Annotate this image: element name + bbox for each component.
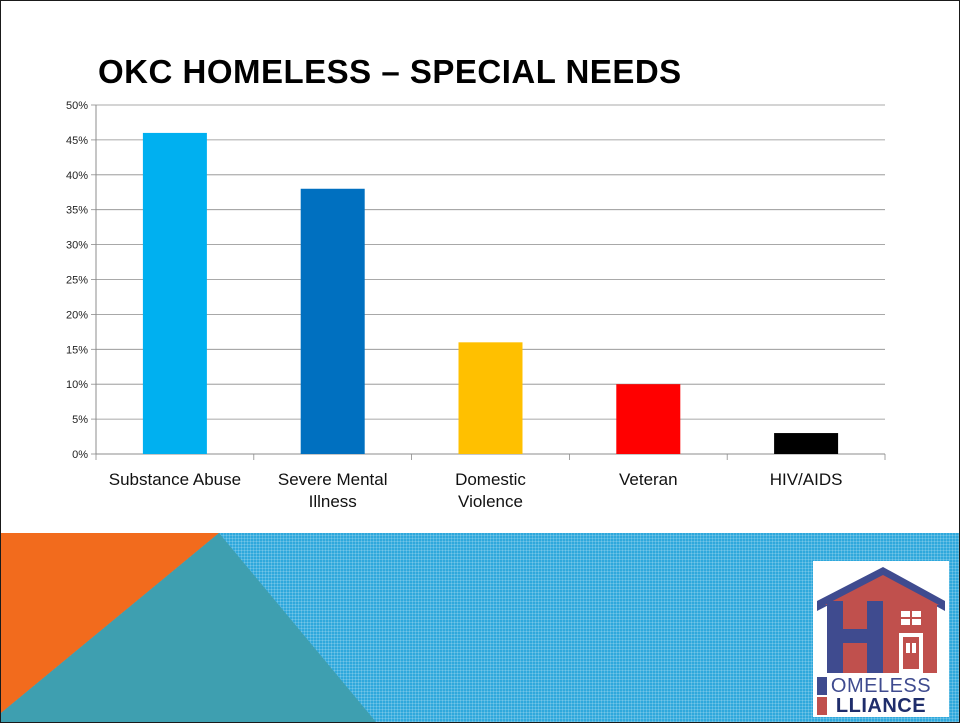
- y-tick-label: 25%: [66, 275, 88, 287]
- x-tick-label: Veteran: [619, 470, 678, 489]
- x-tick-label: Illness: [309, 492, 357, 511]
- y-tick-label: 30%: [66, 240, 88, 252]
- y-tick-label: 0%: [72, 449, 88, 461]
- y-tick-label: 15%: [66, 344, 88, 356]
- y-tick-label: 20%: [66, 309, 88, 321]
- x-tick-label: Severe Mental: [278, 470, 388, 489]
- y-tick-label: 50%: [66, 100, 88, 112]
- bar: [143, 133, 207, 454]
- y-tick-label: 35%: [66, 205, 88, 217]
- x-tick-label: Domestic: [455, 470, 526, 489]
- bar: [459, 342, 523, 454]
- homeless-alliance-logo: OMELESS LLIANCE: [813, 561, 949, 717]
- y-tick-label: 45%: [66, 135, 88, 147]
- bar: [301, 189, 365, 454]
- bar: [774, 433, 838, 454]
- x-tick-label: Substance Abuse: [109, 470, 241, 489]
- y-tick-label: 5%: [72, 414, 88, 426]
- bar: [616, 384, 680, 454]
- y-tick-label: 40%: [66, 170, 88, 182]
- bar-chart: 0% 5% 10% 15% 20% 25% 30% 35% 40% 45% 50% Substance…: [1, 1, 959, 533]
- x-tick-label: HIV/AIDS: [770, 470, 843, 489]
- logo-text-line2: LLIANCE: [813, 695, 949, 718]
- x-tick-label: Violence: [458, 492, 523, 511]
- y-tick-label: 10%: [66, 379, 88, 391]
